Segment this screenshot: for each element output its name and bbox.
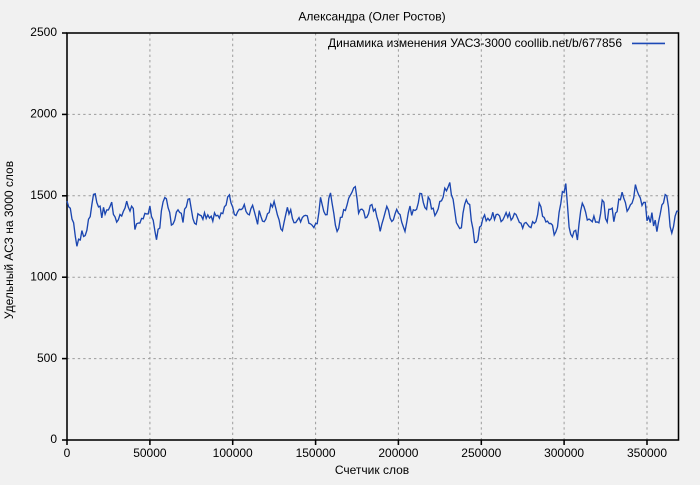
svg-text:100000: 100000 bbox=[213, 446, 253, 460]
svg-text:250000: 250000 bbox=[461, 446, 501, 460]
svg-text:0: 0 bbox=[64, 446, 71, 460]
svg-text:2500: 2500 bbox=[30, 25, 57, 39]
svg-text:Динамика изменения УАСЗ-3000 c: Динамика изменения УАСЗ-3000 coollib.net… bbox=[328, 36, 622, 50]
svg-text:Александра (Олег Ростов): Александра (Олег Ростов) bbox=[298, 10, 445, 24]
svg-text:350000: 350000 bbox=[627, 446, 667, 460]
svg-text:300000: 300000 bbox=[544, 446, 584, 460]
svg-text:0: 0 bbox=[50, 432, 57, 446]
svg-text:200000: 200000 bbox=[378, 446, 418, 460]
svg-text:2000: 2000 bbox=[30, 107, 57, 121]
svg-text:1000: 1000 bbox=[30, 269, 57, 283]
svg-text:Счетчик слов: Счетчик слов bbox=[335, 463, 409, 477]
svg-text:150000: 150000 bbox=[296, 446, 336, 460]
svg-text:Удельный АСЗ на 3000 слов: Удельный АСЗ на 3000 слов bbox=[2, 161, 16, 319]
svg-text:1500: 1500 bbox=[30, 188, 57, 202]
svg-text:50000: 50000 bbox=[133, 446, 167, 460]
svg-text:500: 500 bbox=[37, 351, 57, 365]
